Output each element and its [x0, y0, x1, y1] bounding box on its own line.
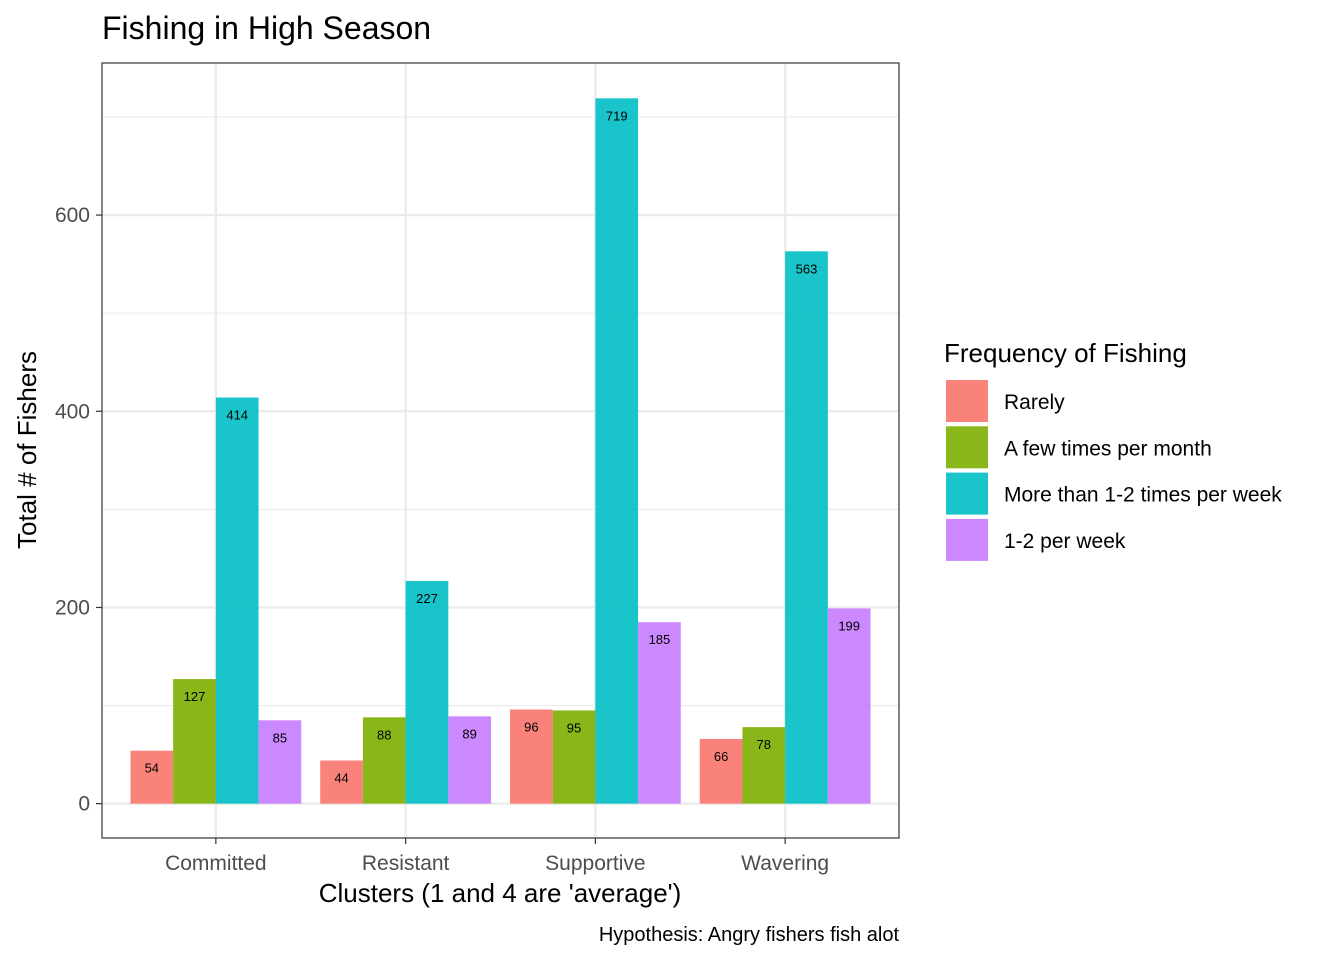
data-label: 185 — [649, 632, 671, 647]
legend-key — [946, 518, 988, 561]
data-label: 44 — [334, 771, 348, 786]
bar — [699, 738, 743, 804]
data-label: 127 — [184, 689, 206, 704]
legend-title: Frequency of Fishing — [944, 338, 1187, 368]
y-axis: 0 200 400 600 — [55, 204, 102, 816]
y-tick-label: 200 — [55, 596, 90, 619]
y-axis-title: Total # of Fishers — [12, 351, 42, 549]
bar — [405, 580, 449, 804]
data-label: 85 — [273, 730, 287, 745]
legend-label: A few times per month — [1004, 437, 1212, 460]
x-tick-label: Committed — [165, 852, 267, 875]
bar — [215, 397, 259, 804]
x-tick-label: Resistant — [362, 852, 450, 875]
x-axis-title: Clusters (1 and 4 are 'average') — [319, 878, 682, 908]
bar — [130, 750, 174, 804]
data-label: 88 — [377, 727, 391, 742]
data-label: 719 — [606, 108, 628, 123]
bar — [362, 717, 406, 804]
data-label: 54 — [145, 761, 159, 776]
legend-label: 1-2 per week — [1004, 530, 1126, 553]
data-label: 78 — [757, 737, 771, 752]
bar — [595, 98, 639, 804]
bar — [448, 716, 492, 804]
data-label: 563 — [796, 261, 818, 276]
bar — [638, 622, 681, 804]
data-label: 95 — [567, 720, 581, 735]
y-tick-label: 600 — [55, 204, 90, 227]
legend-key — [946, 380, 988, 422]
y-tick-label: 0 — [78, 793, 90, 816]
data-label: 89 — [462, 726, 476, 741]
data-label: 96 — [524, 719, 538, 734]
data-labels: 54 44 96 66 127 88 95 78 414 227 719 563 85 89 185 199 — [145, 108, 860, 785]
bars — [130, 98, 871, 804]
bar — [827, 608, 871, 804]
bar — [552, 710, 596, 804]
legend-label: Rarely — [1004, 391, 1065, 414]
bar — [173, 679, 216, 804]
x-axis: Committed Resistant Supportive Wavering — [165, 838, 829, 875]
x-tick-label: Wavering — [741, 852, 829, 875]
data-label: 199 — [838, 618, 860, 633]
legend-key — [946, 472, 988, 515]
data-label: 227 — [416, 591, 438, 606]
legend: Frequency of Fishing Rarely A few times p… — [944, 338, 1282, 561]
bar — [742, 727, 786, 804]
bar — [258, 720, 302, 804]
data-label: 414 — [226, 408, 248, 423]
chart-caption: Hypothesis: Angry fishers fish alot — [599, 924, 900, 946]
bar — [320, 760, 363, 804]
legend-label: More than 1-2 times per week — [1004, 484, 1282, 507]
x-tick-label: Supportive — [545, 852, 645, 875]
legend-key — [946, 426, 988, 469]
chart-title: Fishing in High Season — [102, 10, 431, 46]
bar — [785, 251, 828, 804]
bar — [509, 709, 553, 804]
plot-panel-border — [101, 62, 900, 839]
y-tick-label: 400 — [55, 400, 90, 423]
data-label: 66 — [714, 749, 728, 764]
legend-items: Rarely A few times per month More than 1-2… — [946, 380, 1282, 561]
